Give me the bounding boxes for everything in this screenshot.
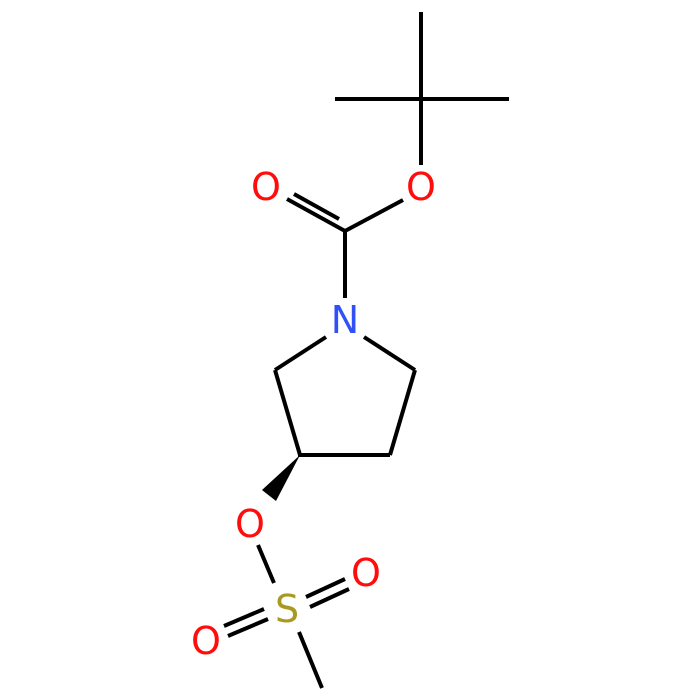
atom-label: S	[275, 587, 299, 631]
atom-label: N	[331, 298, 359, 342]
bond	[362, 335, 417, 372]
atom-label: O	[191, 619, 221, 663]
atom-label: O	[406, 165, 436, 209]
bond	[305, 577, 346, 599]
bond	[223, 607, 265, 628]
bond	[309, 587, 350, 609]
bond	[286, 197, 346, 233]
bond	[227, 617, 269, 638]
bond	[297, 631, 324, 689]
atom-label: O	[251, 165, 281, 209]
bond	[273, 335, 328, 372]
bond	[344, 198, 404, 233]
bonds	[223, 12, 509, 689]
atom-label: O	[351, 551, 381, 595]
bond	[388, 369, 417, 456]
bond	[273, 369, 302, 456]
bond	[256, 544, 276, 584]
atom-label: O	[235, 502, 265, 546]
bond	[293, 192, 340, 221]
wedge-bond	[262, 455, 300, 501]
